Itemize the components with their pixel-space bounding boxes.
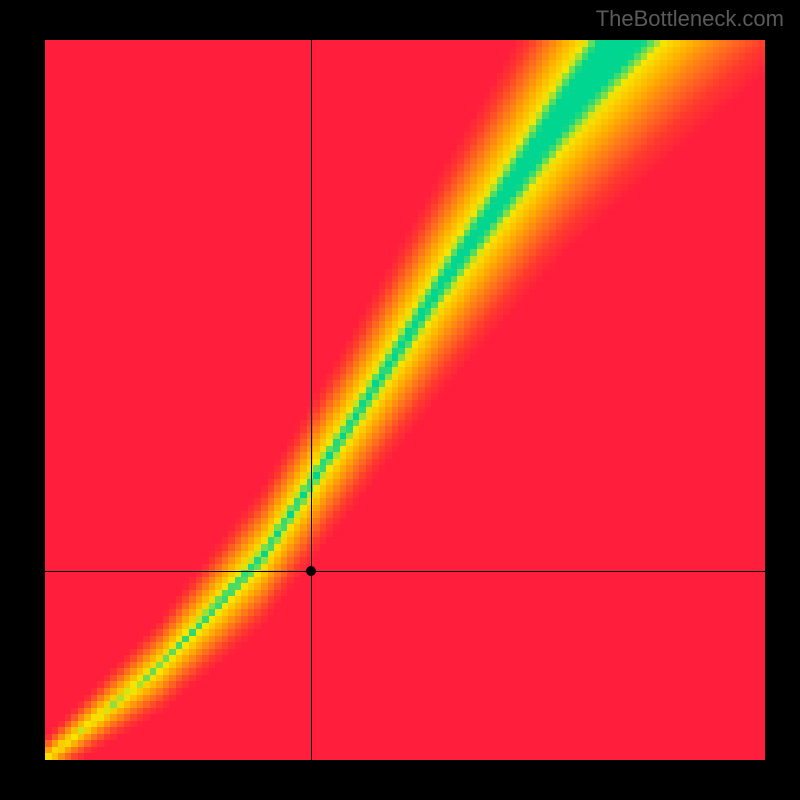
watermark-text: TheBottleneck.com — [596, 6, 784, 32]
marker-point — [306, 566, 316, 576]
heatmap-canvas — [45, 40, 765, 760]
heatmap-plot — [45, 40, 765, 760]
crosshair-horizontal — [45, 571, 765, 572]
crosshair-vertical — [311, 40, 312, 760]
